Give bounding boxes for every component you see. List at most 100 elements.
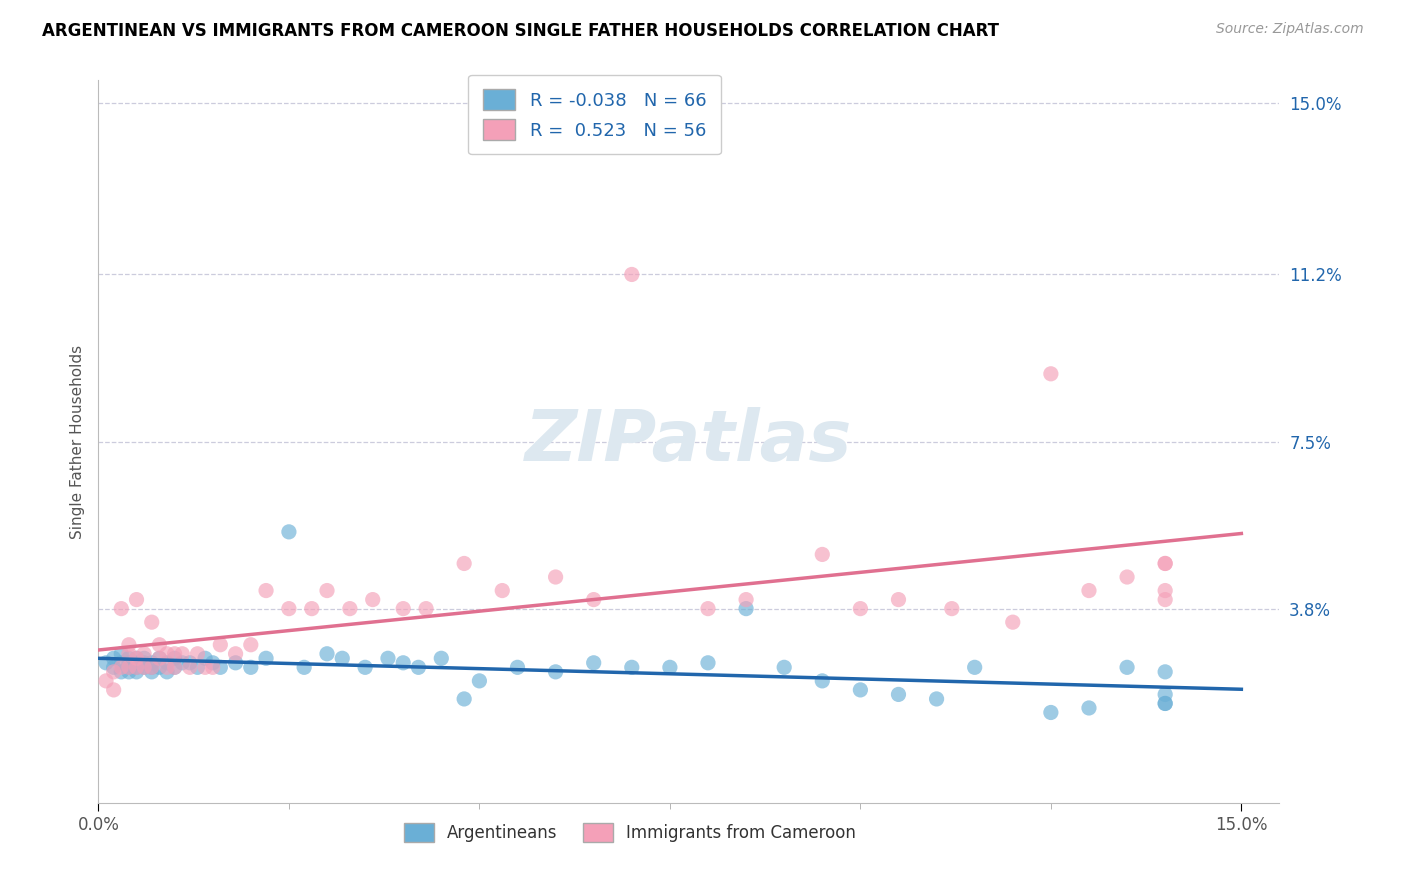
Point (125, 651, 148, 665)
Point (134, 660, 156, 674)
Point (201, 656, 224, 670)
Point (194, 660, 217, 674)
Point (141, 656, 163, 670)
Point (277, 524, 299, 539)
Point (163, 647, 186, 661)
Point (620, 660, 643, 674)
Point (125, 651, 148, 665)
Point (141, 665, 163, 679)
Point (697, 601, 720, 615)
Point (148, 651, 170, 665)
Point (225, 647, 247, 661)
Point (125, 592, 148, 607)
Point (163, 660, 186, 674)
Point (172, 656, 194, 670)
Point (811, 548, 834, 562)
Point (148, 638, 170, 652)
Point (735, 592, 758, 607)
Point (1154, 687, 1177, 701)
Point (582, 656, 605, 670)
Point (118, 660, 141, 674)
Point (118, 651, 141, 665)
Point (430, 651, 453, 665)
Point (1078, 701, 1101, 715)
Point (887, 687, 910, 701)
Point (179, 660, 201, 674)
Point (506, 660, 529, 674)
Point (354, 660, 377, 674)
Point (392, 601, 415, 615)
Point (186, 660, 208, 674)
Point (1154, 665, 1177, 679)
Point (277, 601, 299, 615)
Point (1039, 367, 1062, 381)
Point (134, 651, 156, 665)
Point (156, 656, 179, 670)
Point (239, 660, 262, 674)
Point (103, 682, 125, 697)
Point (453, 692, 475, 706)
Point (141, 615, 163, 630)
Point (941, 601, 963, 615)
Point (148, 651, 170, 665)
Point (179, 656, 201, 670)
Point (134, 647, 156, 661)
Point (811, 673, 834, 688)
Point (316, 647, 339, 661)
Point (148, 660, 170, 674)
Point (491, 583, 513, 598)
Point (125, 665, 148, 679)
Point (103, 651, 125, 665)
Point (209, 638, 232, 652)
Point (392, 656, 415, 670)
Legend: Argentineans, Immigrants from Cameroon: Argentineans, Immigrants from Cameroon (398, 816, 862, 848)
Point (415, 601, 437, 615)
Point (110, 656, 132, 670)
Point (209, 660, 232, 674)
Point (254, 651, 277, 665)
Point (773, 660, 796, 674)
Point (697, 656, 720, 670)
Point (110, 665, 132, 679)
Point (134, 656, 156, 670)
Point (186, 647, 208, 661)
Point (361, 592, 384, 607)
Point (125, 660, 148, 674)
Point (658, 660, 681, 674)
Point (103, 660, 125, 674)
Point (163, 651, 186, 665)
Point (94, 673, 117, 688)
Point (134, 660, 156, 674)
Point (1154, 697, 1177, 711)
Point (408, 660, 430, 674)
Point (163, 660, 186, 674)
Point (110, 660, 132, 674)
Point (239, 638, 262, 652)
Point (156, 665, 179, 679)
Point (292, 660, 315, 674)
Point (377, 651, 399, 665)
Point (125, 656, 148, 670)
Point (1001, 615, 1024, 630)
Text: ARGENTINEAN VS IMMIGRANTS FROM CAMEROON SINGLE FATHER HOUSEHOLDS CORRELATION CHA: ARGENTINEAN VS IMMIGRANTS FROM CAMEROON … (42, 22, 1000, 40)
Point (118, 647, 141, 661)
Point (110, 601, 132, 615)
Point (201, 660, 224, 674)
Point (110, 647, 132, 661)
Point (94, 656, 117, 670)
Point (1154, 557, 1177, 571)
Point (225, 656, 247, 670)
Point (301, 601, 323, 615)
Y-axis label: Single Father Households: Single Father Households (69, 344, 84, 539)
Point (103, 665, 125, 679)
Point (1039, 706, 1062, 720)
Point (849, 601, 872, 615)
Point (544, 570, 567, 584)
Point (118, 660, 141, 674)
Point (1154, 697, 1177, 711)
Point (1116, 570, 1139, 584)
Point (1154, 592, 1177, 607)
Point (620, 268, 643, 282)
Point (141, 660, 163, 674)
Point (118, 656, 141, 670)
